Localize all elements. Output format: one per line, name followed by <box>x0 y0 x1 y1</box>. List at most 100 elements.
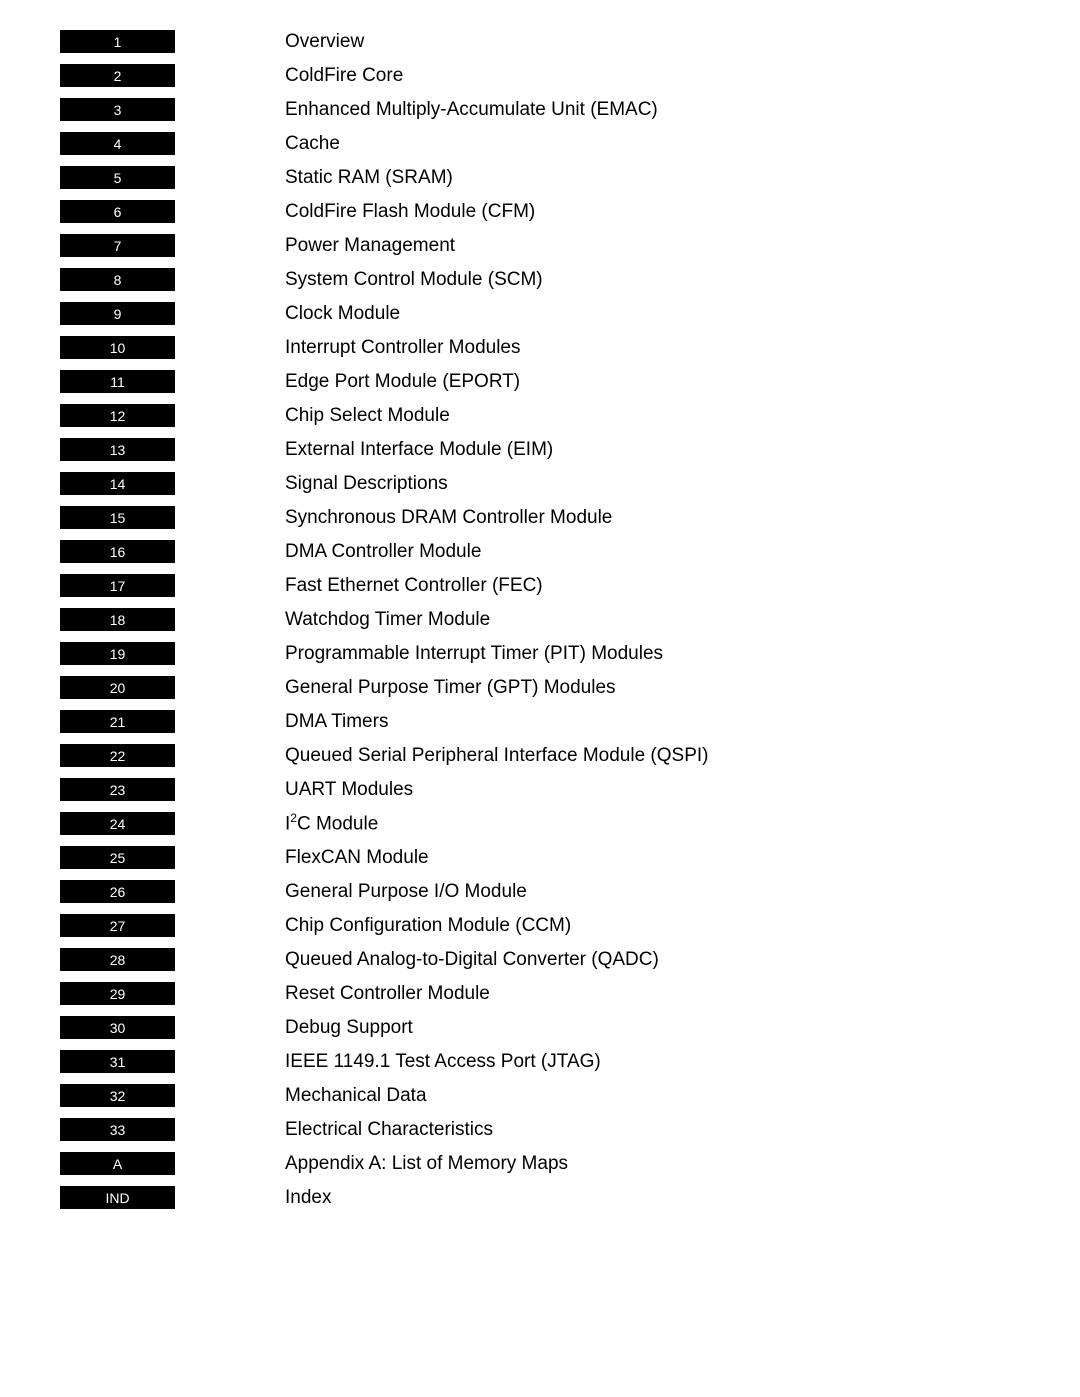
toc-row: 29 Reset Controller Module <box>60 982 1020 1005</box>
toc-row: 19 Programmable Interrupt Timer (PIT) Mod… <box>60 642 1020 665</box>
chapter-title: ColdFire Flash Module (CFM) <box>285 201 535 223</box>
toc-row: 21 DMA Timers <box>60 710 1020 733</box>
chapter-title: Chip Select Module <box>285 405 450 427</box>
chapter-title: Power Management <box>285 235 455 257</box>
chapter-title: ColdFire Core <box>285 65 403 87</box>
chapter-title: UART Modules <box>285 779 413 801</box>
chapter-number-tab: 7 <box>60 234 175 257</box>
chapter-title: Signal Descriptions <box>285 473 448 495</box>
chapter-number-tab: 19 <box>60 642 175 665</box>
chapter-number-tab: 14 <box>60 472 175 495</box>
toc-row: 11 Edge Port Module (EPORT) <box>60 370 1020 393</box>
chapter-number-tab: 2 <box>60 64 175 87</box>
chapter-title: Debug Support <box>285 1017 413 1039</box>
chapter-title: I2C Module <box>285 811 378 835</box>
chapter-number-tab: 23 <box>60 778 175 801</box>
toc-row: 2 ColdFire Core <box>60 64 1020 87</box>
chapter-title: Mechanical Data <box>285 1085 427 1107</box>
chapter-number-tab: 24 <box>60 812 175 835</box>
toc-row: 18 Watchdog Timer Module <box>60 608 1020 631</box>
toc-row: 3 Enhanced Multiply-Accumulate Unit (EMAC… <box>60 98 1020 121</box>
toc-row: 27 Chip Configuration Module (CCM) <box>60 914 1020 937</box>
chapter-title: Queued Analog-to-Digital Converter (QADC… <box>285 949 659 971</box>
toc-row: 7 Power Management <box>60 234 1020 257</box>
toc-row: 14 Signal Descriptions <box>60 472 1020 495</box>
chapter-title: DMA Controller Module <box>285 541 481 563</box>
chapter-number-tab: 4 <box>60 132 175 155</box>
toc-row: 1 Overview <box>60 30 1020 53</box>
chapter-number-tab: 1 <box>60 30 175 53</box>
chapter-number-tab: A <box>60 1152 175 1175</box>
toc-row: 15 Synchronous DRAM Controller Module <box>60 506 1020 529</box>
chapter-title: External Interface Module (EIM) <box>285 439 553 461</box>
chapter-title: Electrical Characteristics <box>285 1119 493 1141</box>
toc-row: 20 General Purpose Timer (GPT) Modules <box>60 676 1020 699</box>
chapter-number-tab: 27 <box>60 914 175 937</box>
chapter-title: Programmable Interrupt Timer (PIT) Modul… <box>285 643 663 665</box>
chapter-number-tab: 21 <box>60 710 175 733</box>
chapter-number-tab: 3 <box>60 98 175 121</box>
chapter-number-tab: 30 <box>60 1016 175 1039</box>
chapter-number-tab: 9 <box>60 302 175 325</box>
toc-row: 24 I2C Module <box>60 812 1020 835</box>
toc-row: 26 General Purpose I/O Module <box>60 880 1020 903</box>
toc-row: 28 Queued Analog-to-Digital Converter (QA… <box>60 948 1020 971</box>
chapter-number-tab: IND <box>60 1186 175 1209</box>
chapter-number-tab: 13 <box>60 438 175 461</box>
chapter-number-tab: 25 <box>60 846 175 869</box>
chapter-title: Cache <box>285 133 340 155</box>
toc-row: 8System Control Module (SCM) <box>60 268 1020 291</box>
chapter-number-tab: 26 <box>60 880 175 903</box>
chapter-number-tab: 32 <box>60 1084 175 1107</box>
chapter-number-tab: 33 <box>60 1118 175 1141</box>
toc-row: 23 UART Modules <box>60 778 1020 801</box>
chapter-number-tab: 12 <box>60 404 175 427</box>
chapter-title: Reset Controller Module <box>285 983 490 1005</box>
toc-row: 30 Debug Support <box>60 1016 1020 1039</box>
chapter-number-tab: 17 <box>60 574 175 597</box>
toc-row: 31 IEEE 1149.1 Test Access Port (JTAG) <box>60 1050 1020 1073</box>
chapter-title: FlexCAN Module <box>285 847 429 869</box>
chapter-number-tab: 11 <box>60 370 175 393</box>
chapter-number-tab: 31 <box>60 1050 175 1073</box>
chapter-number-tab: 16 <box>60 540 175 563</box>
chapter-title: Index <box>285 1187 331 1209</box>
toc-row: 13 External Interface Module (EIM) <box>60 438 1020 461</box>
chapter-number-tab: 10 <box>60 336 175 359</box>
chapter-title: Interrupt Controller Modules <box>285 337 521 359</box>
toc-row: 9 Clock Module <box>60 302 1020 325</box>
toc-row: 16 DMA Controller Module <box>60 540 1020 563</box>
toc-row: 25 FlexCAN Module <box>60 846 1020 869</box>
toc-row: 33 Electrical Characteristics <box>60 1118 1020 1141</box>
chapter-number-tab: 6 <box>60 200 175 223</box>
chapter-title: DMA Timers <box>285 711 388 733</box>
chapter-title: Synchronous DRAM Controller Module <box>285 507 612 529</box>
toc-row: 6 ColdFire Flash Module (CFM) <box>60 200 1020 223</box>
toc-row: A Appendix A: List of Memory Maps <box>60 1152 1020 1175</box>
chapter-title: General Purpose I/O Module <box>285 881 527 903</box>
chapter-number-tab: 20 <box>60 676 175 699</box>
chapter-title: Overview <box>285 31 364 53</box>
chapter-title: IEEE 1149.1 Test Access Port (JTAG) <box>285 1051 601 1073</box>
chapter-number-tab: 5 <box>60 166 175 189</box>
chapter-title: Clock Module <box>285 303 400 325</box>
toc-row: 12 Chip Select Module <box>60 404 1020 427</box>
chapter-number-tab: 28 <box>60 948 175 971</box>
chapter-title: Enhanced Multiply-Accumulate Unit (EMAC) <box>285 99 658 121</box>
chapter-number-tab: 15 <box>60 506 175 529</box>
toc-row: 4 Cache <box>60 132 1020 155</box>
toc-row: 17Fast Ethernet Controller (FEC) <box>60 574 1020 597</box>
chapter-number-tab: 29 <box>60 982 175 1005</box>
chapter-title: Appendix A: List of Memory Maps <box>285 1153 568 1175</box>
table-of-contents: 1 Overview 2 ColdFire Core 3 Enhanced Multipl… <box>60 30 1020 1209</box>
chapter-title: Queued Serial Peripheral Interface Modul… <box>285 745 709 767</box>
toc-row: IND Index <box>60 1186 1020 1209</box>
chapter-title: General Purpose Timer (GPT) Modules <box>285 677 616 699</box>
chapter-number-tab: 18 <box>60 608 175 631</box>
chapter-title: Chip Configuration Module (CCM) <box>285 915 571 937</box>
chapter-title: Edge Port Module (EPORT) <box>285 371 520 393</box>
chapter-title: Watchdog Timer Module <box>285 609 490 631</box>
chapter-title: Static RAM (SRAM) <box>285 167 453 189</box>
toc-row: 10 Interrupt Controller Modules <box>60 336 1020 359</box>
toc-row: 5 Static RAM (SRAM) <box>60 166 1020 189</box>
